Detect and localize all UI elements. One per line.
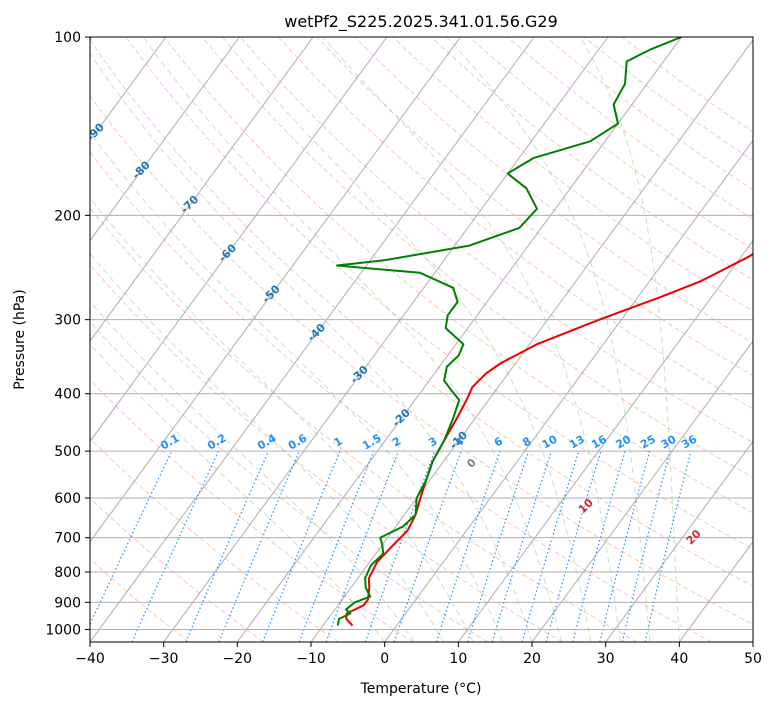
isotherm-line bbox=[384, 139, 753, 642]
moist-adiabat-line bbox=[446, 37, 651, 642]
isotherm-line bbox=[90, 37, 167, 142]
axes: −40 −30 −20 −10 0 10 20 30 40 50 100 200 300 400 500 60… bbox=[45, 30, 762, 667]
dry-adiabat-line bbox=[90, 95, 753, 626]
profile-series bbox=[336, 37, 753, 627]
dry-adiabat-line bbox=[278, 37, 753, 410]
temperature-profile-line bbox=[345, 252, 753, 627]
moist-adiabat-line bbox=[222, 37, 592, 642]
moist-adiabat-line bbox=[579, 37, 680, 642]
y-tick-label: 300 bbox=[54, 313, 81, 329]
mixing-ratio-line bbox=[325, 450, 400, 642]
moist-adiabat-line bbox=[90, 343, 386, 642]
isotherm-line bbox=[90, 37, 388, 443]
y-tick-label: 700 bbox=[54, 531, 81, 547]
y-tick-label: 100 bbox=[54, 30, 81, 46]
isotherm-line bbox=[90, 37, 535, 642]
dewpoint-profile-line bbox=[336, 37, 682, 626]
dry-adiabat-line bbox=[90, 207, 638, 642]
moist-adiabat-line bbox=[90, 52, 533, 642]
x-tick-label: 20 bbox=[523, 651, 541, 667]
dry-adiabat-line bbox=[90, 39, 753, 587]
y-tick-label: 200 bbox=[54, 208, 81, 224]
x-tick-label: −40 bbox=[75, 651, 105, 667]
y-tick-label: 800 bbox=[54, 565, 81, 581]
mixing-ratio-line bbox=[521, 450, 580, 642]
background-lines bbox=[90, 37, 753, 642]
y-tick-label: 1000 bbox=[45, 622, 81, 638]
mixing-ratio-line bbox=[621, 450, 671, 642]
dry-adiabat-line bbox=[90, 264, 563, 642]
chart-title: wetPf2_S225.2025.341.01.56.G29 bbox=[284, 12, 558, 32]
mixing-ratio-line bbox=[491, 450, 552, 642]
moist-adiabat-line bbox=[90, 253, 445, 642]
dry-adiabat-line bbox=[90, 558, 190, 642]
isotherm-label: -100 bbox=[38, 75, 67, 104]
mixing-ratio-line bbox=[393, 450, 462, 642]
x-tick-label: 40 bbox=[670, 651, 688, 667]
isotherm-line bbox=[457, 239, 753, 642]
mixing-ratio-line bbox=[466, 450, 530, 642]
plot-border bbox=[89, 36, 754, 643]
pressure-grid bbox=[90, 37, 753, 630]
isotherm-line bbox=[90, 37, 240, 242]
isotherm-line bbox=[90, 37, 314, 342]
plot-background bbox=[90, 37, 753, 642]
moist-adiabat-line bbox=[90, 131, 503, 642]
isotherm-line bbox=[605, 440, 753, 642]
x-axis-title: Temperature (°C) bbox=[360, 681, 482, 697]
mixing-ratio-line bbox=[185, 450, 270, 642]
isotherm-line bbox=[163, 37, 609, 642]
y-axis-title: Pressure (hPa) bbox=[12, 289, 28, 389]
x-tick-label: −10 bbox=[296, 651, 326, 667]
dry-adiabat-line bbox=[316, 37, 753, 377]
mixing-ratio-line bbox=[435, 450, 501, 642]
x-tick-label: 50 bbox=[744, 651, 762, 667]
dry-adiabat-line bbox=[163, 37, 753, 514]
isotherm-line bbox=[752, 641, 753, 642]
x-tick-label: 10 bbox=[449, 651, 467, 667]
dry-adiabat-line bbox=[201, 37, 753, 479]
mixing-ratio-line bbox=[572, 450, 626, 642]
x-tick-label: 0 bbox=[380, 651, 389, 667]
mixing-ratio-line bbox=[644, 450, 692, 642]
mixing-ratio-line bbox=[218, 450, 300, 642]
mixing-ratio-line bbox=[545, 450, 602, 642]
y-tick-label: 400 bbox=[54, 387, 81, 403]
y-tick-label: 900 bbox=[54, 595, 81, 611]
dry-adiabat-line bbox=[90, 151, 712, 642]
moist-adiabat-line bbox=[142, 37, 562, 642]
mixing-ratio-line bbox=[599, 450, 651, 642]
y-tick-label: 500 bbox=[54, 444, 81, 460]
plot-area bbox=[90, 37, 753, 642]
x-tick-label: −20 bbox=[223, 651, 253, 667]
moist-adiabat-line bbox=[322, 37, 621, 642]
x-tick-label: 30 bbox=[597, 651, 615, 667]
isotherm-line bbox=[310, 39, 753, 642]
isotherm-line bbox=[531, 340, 753, 642]
moist-adiabat-line bbox=[90, 301, 415, 642]
mixing-ratio-line bbox=[262, 450, 341, 642]
plot-frame bbox=[89, 36, 754, 643]
x-tick-label: −30 bbox=[149, 651, 179, 667]
y-tick-label: 600 bbox=[54, 491, 81, 507]
dry-adiabat-line bbox=[125, 37, 753, 550]
mixing-ratio-line bbox=[298, 450, 375, 642]
